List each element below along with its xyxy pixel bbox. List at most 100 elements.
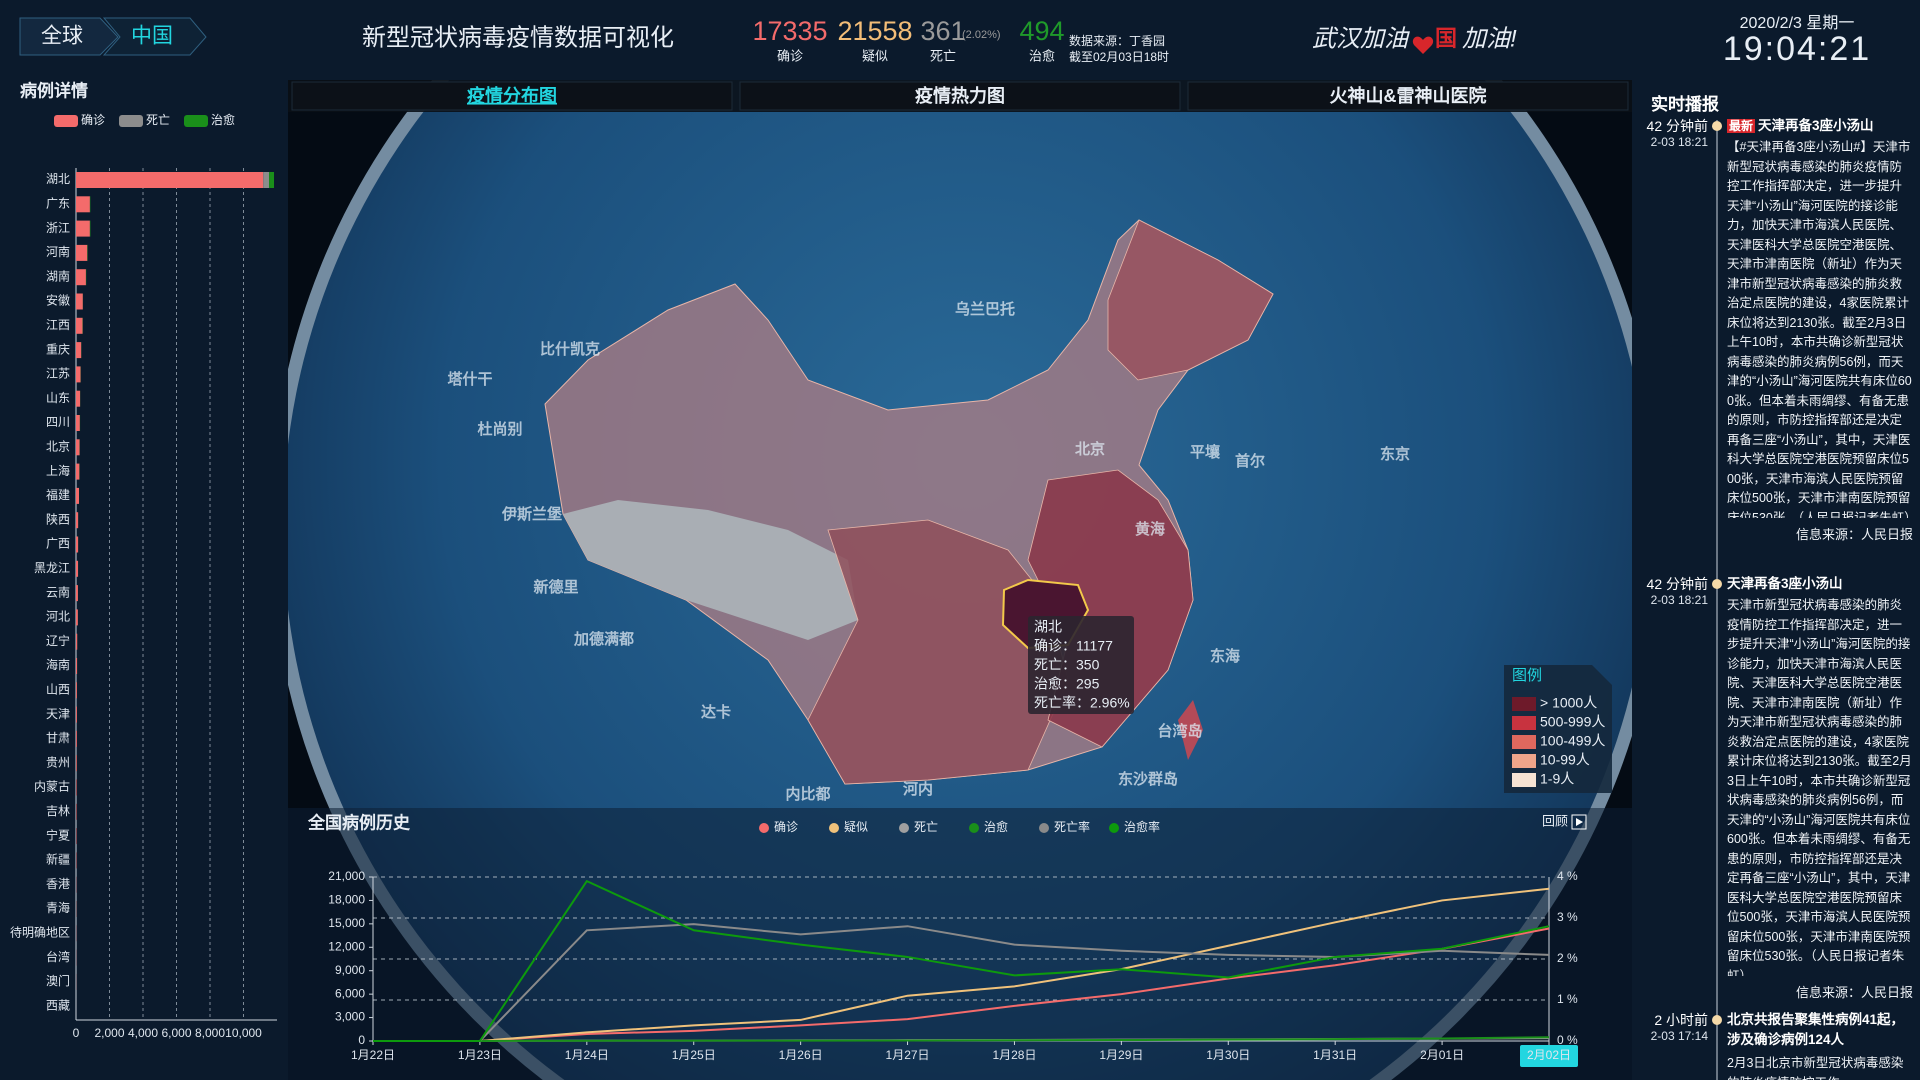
map-label: 杜尚别 [477, 420, 522, 438]
y-tick-label: 21,000 [328, 869, 365, 883]
news-tag: 最新 [1727, 119, 1756, 133]
y-tick-label: 3,000 [335, 1010, 365, 1024]
tab-label[interactable]: 疫情分布图 [467, 85, 557, 106]
y-tick-label: 台湾 [46, 949, 70, 964]
bar [76, 317, 83, 334]
map-label: 东京 [1380, 445, 1410, 463]
bar [76, 172, 264, 188]
nav-global-box[interactable] [19, 17, 119, 56]
x-tick-label: 2月02日 [1527, 1048, 1571, 1062]
tooltip-title: 湖北 [1034, 619, 1062, 635]
y-tick-label: 北京 [46, 439, 70, 453]
nav-china-box[interactable] [102, 17, 207, 56]
y-tick-label: 黑龙江 [34, 561, 70, 575]
news-source: 信息来源：人民日报 [1795, 527, 1913, 542]
tab-label[interactable]: 疫情热力图 [915, 85, 1005, 106]
bar [76, 609, 78, 626]
y-tick-label: 福建 [46, 487, 70, 502]
y-tick-label: 新疆 [46, 852, 70, 867]
map-label: 乌兰巴托 [955, 300, 1015, 318]
y2-tick-label: 2 % [1557, 951, 1578, 965]
replay-icon[interactable] [1576, 818, 1583, 826]
legend-label[interactable]: 确诊 [774, 820, 798, 834]
timeline-dot [1712, 121, 1722, 131]
legend-label[interactable]: 死亡率 [1054, 819, 1090, 834]
legend-label: 确诊 [81, 113, 105, 127]
legend-dot[interactable] [1109, 823, 1119, 833]
history-panel [288, 808, 1632, 1080]
bar [76, 293, 83, 310]
bar [76, 536, 79, 553]
y-tick-label: 18,000 [328, 893, 365, 907]
tab[interactable] [739, 81, 1181, 111]
legend-label[interactable]: 治愈 [984, 819, 1008, 834]
legend-dot[interactable] [1039, 823, 1049, 833]
map-label: 塔什干 [447, 370, 492, 388]
x-tick-label: 1月25日 [672, 1048, 716, 1062]
legend-dot[interactable] [829, 823, 839, 833]
legend-dot[interactable] [759, 823, 769, 833]
bar [76, 658, 78, 674]
map-label: 东沙群岛 [1118, 770, 1178, 788]
map-legend-swatch [1512, 754, 1536, 768]
legend-label[interactable]: 治愈率 [1124, 819, 1160, 834]
slogan: 加油! [1462, 25, 1517, 52]
y-tick-label: 西藏 [46, 998, 70, 1012]
y-tick-label: 吉林 [46, 804, 70, 818]
tab[interactable] [291, 81, 733, 111]
y-tick-label: 0 [358, 1033, 365, 1047]
bar [76, 463, 80, 480]
y-tick-label: 山西 [46, 682, 70, 696]
y-tick-label: 天津 [46, 707, 70, 721]
nav-item[interactable]: 中国 [131, 25, 173, 48]
slogan: 武汉加油 [1312, 25, 1410, 52]
line-series [373, 927, 1550, 1042]
bar [76, 196, 90, 213]
y-tick-label: 湖北 [46, 171, 70, 186]
stat-note: (2.02%) [962, 29, 1001, 41]
nav-item[interactable]: 全球 [41, 25, 83, 48]
map-label: 北京 [1075, 440, 1105, 458]
tooltip-line: 死亡率：2.96% [1034, 695, 1130, 711]
legend-dot[interactable] [899, 823, 909, 833]
bar [76, 682, 77, 699]
tab-label[interactable]: 火神山&雷神山医院 [1330, 85, 1487, 106]
replay-icon[interactable] [1571, 814, 1587, 830]
tooltip-line: 确诊：11177 [1034, 638, 1113, 654]
y-tick-label: 安徽 [46, 293, 70, 308]
legend-label[interactable]: 死亡 [914, 820, 938, 834]
y-tick-label: 内蒙古 [34, 779, 70, 794]
bar [76, 487, 79, 504]
stat-label: 确诊 [777, 48, 803, 63]
news-title-text: 天津再备3座小汤山 [1727, 576, 1843, 591]
line-series [373, 1036, 1550, 1042]
y-tick-label: 上海 [46, 463, 70, 478]
tab[interactable] [1187, 81, 1629, 111]
bar [76, 342, 82, 359]
chart-title: 全国病例历史 [307, 812, 411, 832]
bar [76, 390, 81, 407]
y-tick-label: 辽宁 [46, 633, 70, 648]
slogan: 国 [1435, 26, 1457, 51]
news-title: 天津再备3座小汤山 [1727, 574, 1913, 594]
map [288, 80, 1632, 1080]
news-body: 2月3日北京市新型冠状病毒感染的肺炎疫情防控工作 [1727, 1056, 1904, 1080]
news-heading: 实时播报 [1651, 95, 1719, 114]
y2-tick-label: 3 % [1557, 910, 1578, 924]
bar [76, 512, 79, 529]
legend-label[interactable]: 疑似 [844, 819, 868, 834]
legend-dot[interactable] [969, 823, 979, 833]
bar [76, 803, 77, 820]
map-label: 新德里 [533, 578, 578, 596]
map-legend-swatch [1512, 716, 1536, 730]
stat-label: 死亡 [930, 48, 956, 63]
chart-title: 病例详情 [20, 80, 88, 100]
legend-label: 治愈 [211, 112, 235, 127]
replay-button[interactable]: 回顾 [1542, 813, 1568, 828]
news-title-text: 北京共报告聚集性病例41起，涉及确诊病例124人 [1727, 1012, 1905, 1047]
x-tick-label: 1月30日 [1206, 1048, 1250, 1062]
y-tick-label: 山东 [46, 391, 70, 405]
y-tick-label: 待明确地区 [10, 925, 70, 939]
map-label: 平壤 [1190, 443, 1221, 461]
map-label: 内比都 [785, 785, 830, 803]
